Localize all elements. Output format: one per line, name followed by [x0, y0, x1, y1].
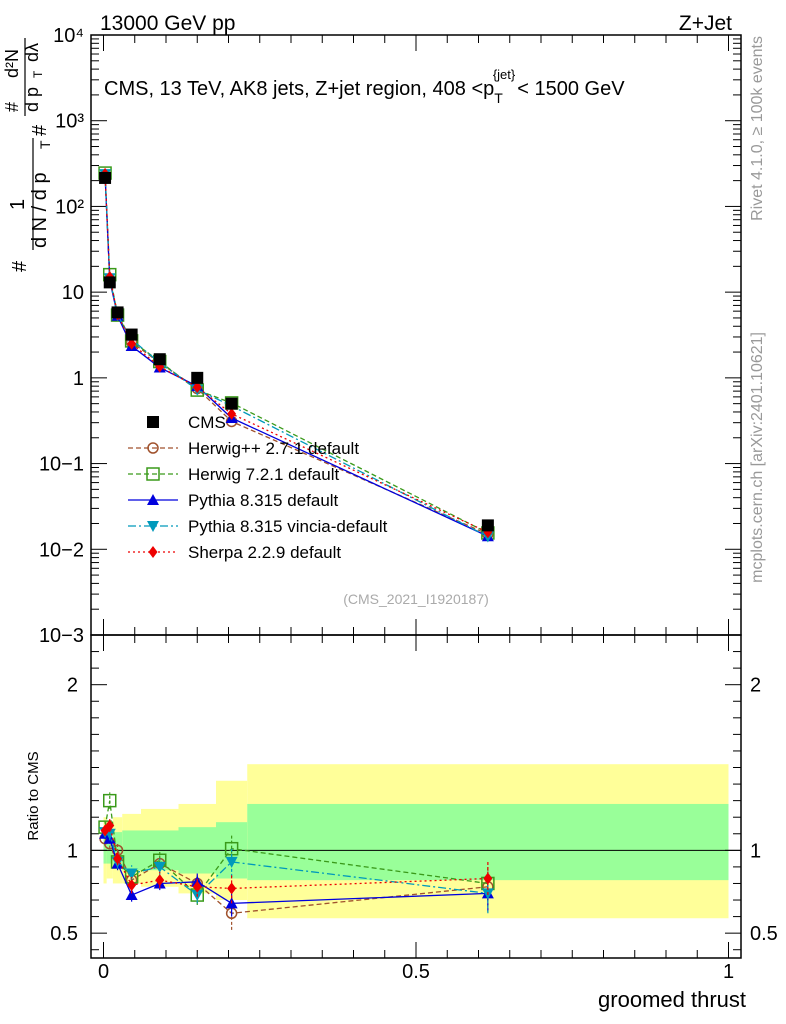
cms-data-point: [103, 276, 116, 289]
title-sub: T: [494, 90, 503, 106]
legend-label-2: Pythia 8.315 default: [188, 491, 339, 510]
axes: 0 0.5 1 10−3 10−2 10−1 1 10 10² 10³ 10⁴ 0.5 0.5 1 1 2 2: [39, 25, 778, 983]
legend-marker-1: [146, 467, 160, 481]
legend-label-4: Sherpa 2.2.9 default: [188, 543, 341, 562]
main-point-series-4: [127, 337, 137, 350]
ylabel-hash-3: #: [2, 102, 22, 112]
y-tick-label: 10−2: [39, 539, 84, 561]
ratio-tick-label-left: 2: [67, 675, 78, 697]
ratio-tick-label-right: 0.5: [750, 923, 778, 945]
y-tick-label: 10−1: [39, 454, 84, 476]
ratio-point-series-4: [105, 819, 115, 832]
x-tick-label: 0.5: [402, 961, 430, 983]
cms-data-point: [481, 519, 494, 532]
x-tick-label: 0: [98, 961, 109, 983]
cms-data-point: [111, 306, 124, 319]
xlabel: groomed thrust: [598, 987, 746, 1012]
ratio-tick-label-right: 2: [750, 675, 761, 697]
main-point-series-4: [192, 381, 202, 394]
ratio-point-series-2: [125, 889, 138, 901]
ratio-tick-label-left: 1: [67, 840, 78, 862]
legend-label-1: Herwig 7.2.1 default: [188, 465, 339, 484]
ylabel-hash-2: #: [29, 124, 51, 136]
ratio-point-series-3: [153, 861, 166, 873]
cms-data-point: [99, 171, 112, 184]
title-end: < 1500 GeV: [517, 78, 625, 100]
legend-marker-2: [147, 494, 159, 505]
ylabel-t2-sub: T: [31, 70, 45, 78]
ratio-point-series-3: [125, 868, 138, 880]
title-main: CMS, 13 TeV, AK8 jets, Z+jet region, 408…: [104, 78, 494, 100]
legend-marker-4: [148, 546, 158, 558]
cms-data-point: [125, 328, 138, 341]
ratio-point-series-1: [103, 793, 117, 808]
ylabel-one: 1: [7, 199, 29, 210]
y-tick-label: 10²: [55, 196, 84, 218]
ylabel-dn: d N / d p: [29, 172, 51, 248]
header-right: Z+Jet: [679, 12, 732, 35]
legend-label-cms: CMS: [188, 413, 226, 432]
y-tick-label: 10³: [55, 111, 84, 133]
main-line-series-0: [104, 175, 489, 535]
main-point-series-4: [227, 407, 237, 420]
ratio-point-series-4: [483, 872, 493, 885]
x-tick-label: 1: [723, 961, 734, 983]
cms-data-point: [225, 397, 238, 410]
chart-title: CMS, 13 TeV, AK8 jets, Z+jet region, 408…: [104, 67, 625, 106]
legend: CMS Herwig++ 2.7.1 default Herwig 7.2.1 de…: [128, 413, 388, 562]
ratio-tick-label-left: 0.5: [50, 923, 78, 945]
legend-label-3: Pythia 8.315 vincia-default: [188, 517, 388, 536]
ylabel-t-sub: T: [37, 140, 53, 149]
ylabel-dlambda: dλ: [22, 43, 42, 62]
y-tick-label: 10−3: [39, 625, 84, 647]
legend-marker-0: [147, 442, 159, 454]
ratio-point-series-4: [192, 880, 202, 893]
ratio-line-series-3: [104, 831, 488, 896]
title-sup: {jet}: [493, 67, 516, 82]
ratio-point-series-4: [127, 879, 137, 892]
y-tick-label: 10⁴: [53, 25, 84, 47]
legend-marker-cms: [147, 416, 159, 428]
legend-marker-3: [147, 521, 159, 532]
ratio-point-series-4: [227, 882, 237, 895]
ylabel-hash-1: #: [9, 260, 31, 272]
mcplots-url-label: mcplots.cern.ch [arXiv:2401.10621]: [749, 332, 766, 583]
legend-label-0: Herwig++ 2.7.1 default: [188, 439, 359, 458]
y-tick-label: 1: [73, 368, 84, 390]
ratio-point-series-4: [113, 852, 123, 865]
main-ylabel: # 1 d N / d p T # # d²N d p T dλ: [2, 38, 53, 272]
ylabel-d2n: d²N: [2, 49, 22, 78]
header-left: 13000 GeV pp: [100, 12, 235, 35]
rivet-version-label: Rivet 4.1.0, ≥ 100k events: [749, 36, 766, 221]
ratio-line-series-4: [104, 824, 488, 890]
ratio-point-series-3: [225, 856, 238, 868]
ratio-line-series-1: [104, 800, 488, 897]
cms-data-points: [99, 171, 494, 532]
y-tick-label: 10: [62, 282, 84, 304]
ratio-point-series-4: [155, 874, 165, 887]
ylabel-dpt: d p: [22, 87, 42, 112]
cms-data-point: [191, 371, 204, 384]
analysis-watermark: (CMS_2021_I1920187): [343, 591, 489, 607]
cms-data-point: [153, 353, 166, 366]
ratio-ylabel: Ratio to CMS: [25, 751, 42, 840]
ratio-tick-label-right: 1: [750, 840, 761, 862]
